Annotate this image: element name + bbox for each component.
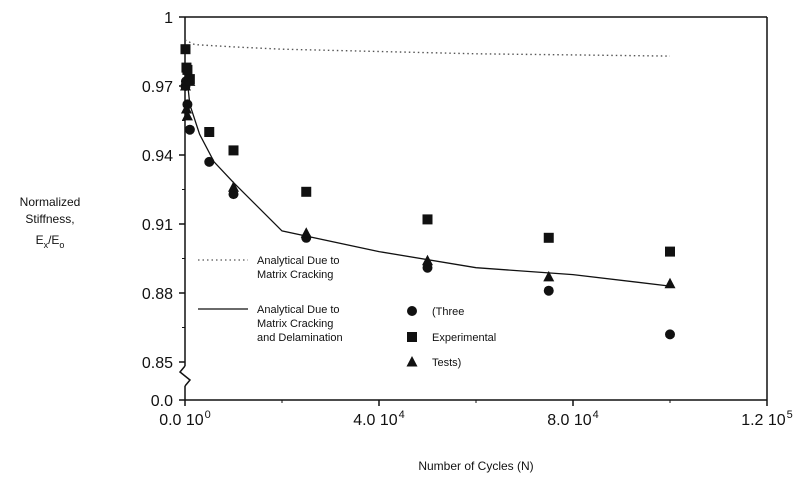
data-point-square [204, 127, 215, 137]
legend-line-label: Matrix Cracking [257, 318, 333, 330]
legend-marker-square [407, 332, 417, 342]
legend-marker-label: (Three [432, 306, 464, 318]
legend-line-label: Matrix Cracking [257, 269, 333, 281]
y-tick-label: 0.85 [142, 355, 173, 372]
legend: Analytical Due to Matrix Cracking Analytic… [198, 255, 496, 369]
series-line-2 [186, 81, 671, 287]
data-point-square [422, 214, 433, 225]
legend-marker-label: Tests) [432, 357, 461, 369]
legend-marker-label: Experimental [432, 332, 496, 344]
data-point-square [665, 246, 675, 257]
data-point-triangle [543, 270, 555, 282]
axis-labels: Number of Cycles (N) Normalized Stiffness,… [20, 195, 534, 473]
y-tick-label: 1 [164, 10, 173, 27]
y-tick-label: 0.94 [142, 148, 173, 165]
data-point-triangle [180, 103, 192, 114]
data-point-circle [184, 124, 195, 135]
y-axis-title-symbol: Ex/Eo [36, 233, 65, 250]
data-point-triangle [664, 277, 676, 289]
y-tick-label: 0.91 [142, 217, 173, 234]
x-tick-label: 0.0 100 [159, 409, 211, 429]
axes: 1 0.97 0.94 0.91 0.88 0.85 0.00.0 100 4.0 104 8.… [142, 10, 793, 429]
legend-marker-circle [407, 306, 417, 316]
data-point-triangle [228, 181, 239, 192]
data-point-triangle [181, 109, 193, 121]
y-tick-label: 0.88 [142, 286, 173, 303]
legend-line-label: Analytical Due to [257, 304, 340, 316]
data-point-triangle [300, 227, 312, 238]
y-tick-label: 0.0 [151, 393, 173, 410]
data-point-square [301, 186, 312, 197]
legend-line-label: and Delamination [257, 332, 343, 344]
data-point-square [180, 44, 191, 55]
x-axis-title: Number of Cycles (N) [418, 459, 533, 473]
legend-marker-triangle [406, 356, 418, 367]
y-tick-label: 0.97 [142, 79, 173, 96]
x-tick-label: 8.0 104 [547, 409, 599, 429]
data-point-circle [665, 329, 675, 340]
data-point-square [228, 145, 239, 156]
x-tick-label: 1.2 105 [741, 409, 793, 429]
data-point-circle [543, 285, 554, 296]
y-axis-break [178, 365, 192, 387]
y-axis-title-line: Stiffness, [25, 212, 74, 226]
data-point-square [543, 232, 554, 243]
legend-line-label: Analytical Due to [257, 255, 340, 267]
data-point-square [182, 64, 193, 75]
series-layer [179, 39, 676, 340]
x-tick-label: 4.0 104 [353, 409, 405, 429]
data-point-circle [204, 156, 215, 167]
y-axis-title-line: Normalized [20, 195, 81, 209]
data-point-triangle [422, 254, 433, 266]
data-point-triangle [184, 75, 196, 86]
